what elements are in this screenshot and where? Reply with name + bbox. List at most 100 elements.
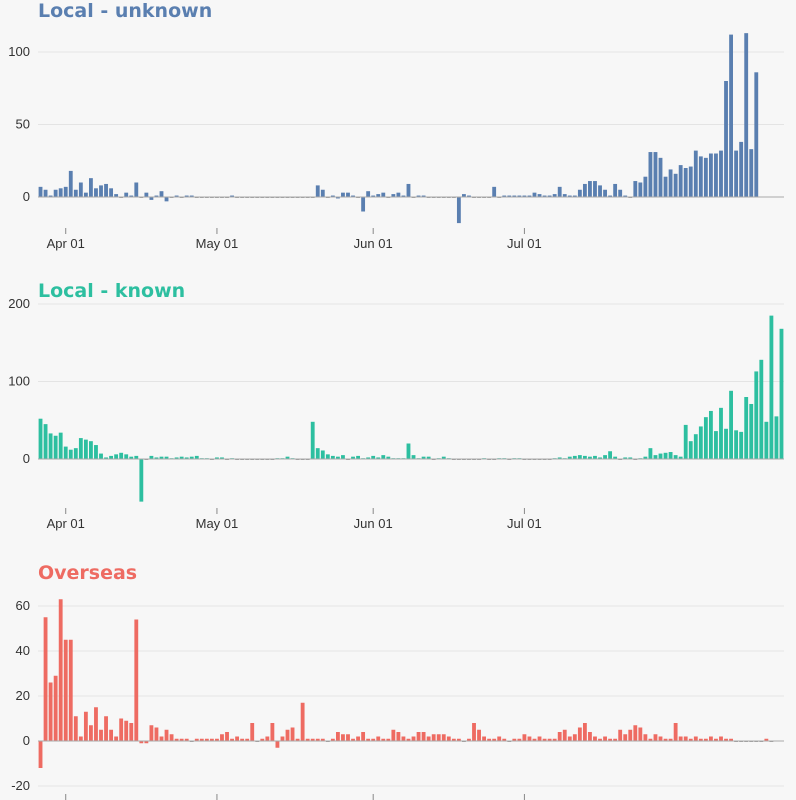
bar [688,441,693,459]
bar [603,189,607,197]
bar [371,195,376,197]
bar [48,195,53,197]
bar [144,192,149,197]
bar [149,725,154,741]
bar [129,723,134,741]
bar [265,736,270,741]
bar [119,452,124,459]
bar [532,738,537,741]
bar [300,702,305,741]
bar [673,723,678,741]
bar [396,732,401,741]
x-tick-label: Apr 01 [47,236,85,251]
bar [396,192,401,197]
bar [356,736,360,741]
bar [275,741,280,748]
bar [386,456,391,459]
bar [482,736,487,741]
bar [703,738,708,741]
bar [774,416,779,459]
bar [673,455,678,459]
bar [189,195,194,197]
bar [608,451,613,459]
bar [542,738,547,741]
bar [215,738,219,741]
bar [104,457,108,459]
bar [94,707,98,741]
bar [739,431,744,459]
bar [194,455,199,459]
bar [557,457,562,459]
bar [315,738,320,741]
bar [577,727,582,741]
bar [48,433,53,459]
bar [305,738,310,741]
bar [467,195,471,197]
bar [48,682,53,741]
bar [426,736,431,741]
bar [179,738,184,741]
bar [537,736,542,741]
bar [603,736,607,741]
bar [749,149,754,197]
bar [129,456,134,459]
bar [361,732,366,741]
bar [421,195,426,197]
bar [366,738,371,741]
bar [708,410,713,459]
bar [668,169,673,197]
bar [250,723,255,741]
bar [719,150,723,197]
bar [759,359,764,459]
bar [693,736,698,741]
bar [164,197,169,202]
bar [628,457,633,459]
bar [633,181,638,197]
bar [633,725,638,741]
bar [386,738,391,741]
bar [734,430,739,459]
bar [330,455,335,459]
bar [426,456,431,459]
bar [38,418,43,459]
bar [668,738,673,741]
bar [89,178,93,197]
bar [688,166,693,197]
bar [532,192,537,197]
bar [58,188,63,197]
bar [134,619,139,741]
bar [446,736,451,741]
bar [451,738,456,741]
bar [547,738,552,741]
bar [658,157,663,197]
bar [114,454,119,459]
bar [199,738,204,741]
bar [401,736,406,741]
bar [688,738,693,741]
bar [703,417,708,459]
bar [734,150,739,197]
bar [351,456,355,459]
bar [235,736,240,741]
bar [623,195,628,197]
bar [714,431,718,459]
bar [58,432,63,459]
bar [623,734,628,741]
bar [467,738,471,741]
bar [346,734,350,741]
bar [613,456,618,459]
bar [739,141,744,197]
bar [134,455,139,459]
bar [285,456,290,459]
bar [94,445,98,459]
bar [38,186,43,197]
bar [361,197,366,212]
y-tick-label: 50 [16,117,30,132]
bar [63,446,68,459]
bar [582,723,587,741]
bar [78,182,83,197]
bar [109,455,114,459]
bar [729,738,733,741]
bar [351,738,355,741]
bar [729,390,733,459]
